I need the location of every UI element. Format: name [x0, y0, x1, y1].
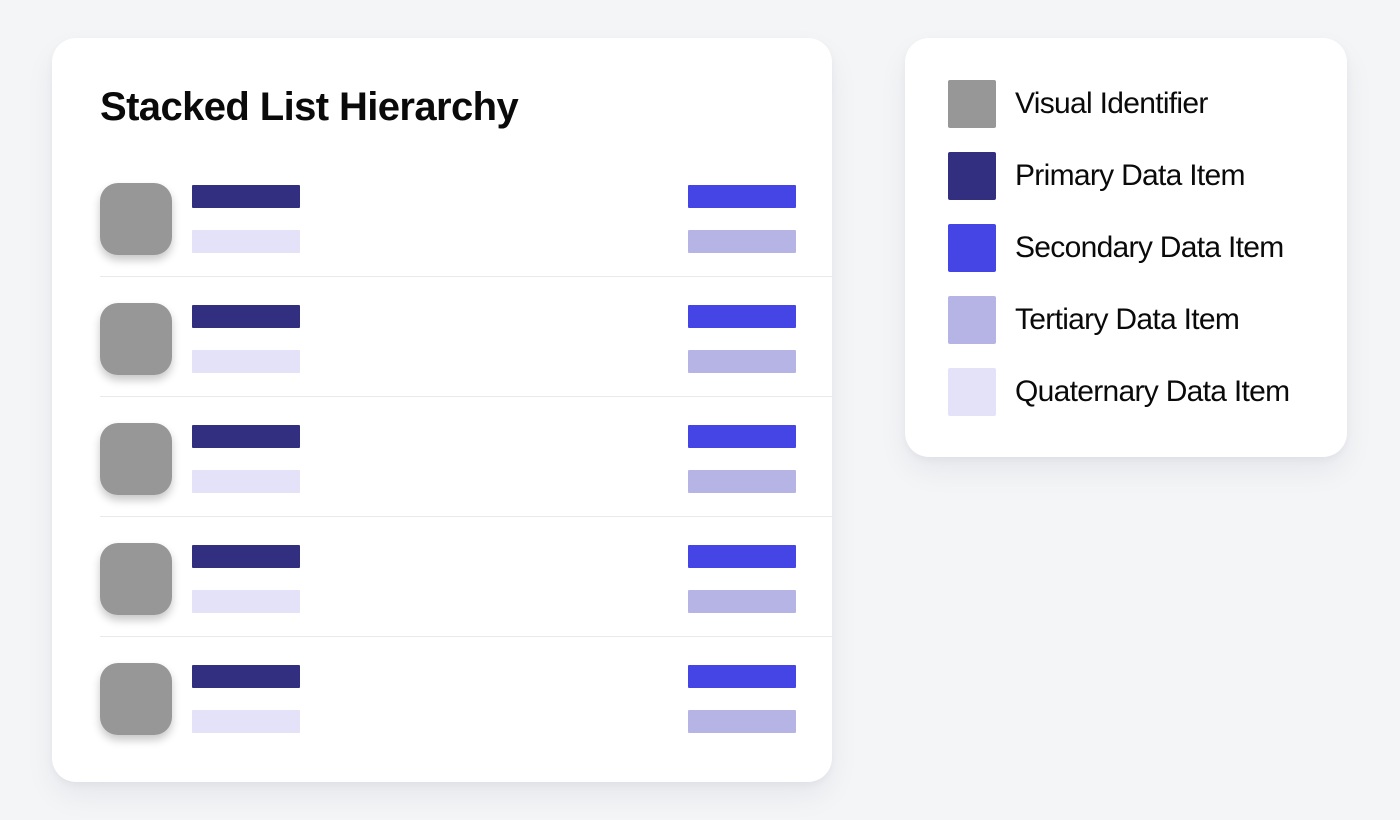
left-bar-group	[192, 425, 300, 493]
visual-identifier-placeholder	[100, 183, 172, 255]
secondary-data-bar	[688, 425, 796, 448]
right-bar-group	[688, 665, 796, 733]
legend-label: Visual Identifier	[1015, 87, 1208, 120]
legend-list: Visual Identifier Primary Data Item Seco…	[905, 38, 1347, 416]
list-row	[100, 277, 832, 397]
list-row	[100, 397, 832, 517]
list-row	[100, 517, 832, 637]
primary-data-bar	[192, 545, 300, 568]
quaternary-data-bar	[192, 230, 300, 253]
tertiary-data-bar	[688, 470, 796, 493]
right-bar-group	[688, 185, 796, 253]
stacked-list-card: Stacked List Hierarchy	[52, 38, 832, 782]
legend-label: Primary Data Item	[1015, 159, 1246, 192]
tertiary-data-bar	[688, 710, 796, 733]
list-card-title: Stacked List Hierarchy	[100, 85, 519, 129]
secondary-data-bar	[688, 305, 796, 328]
right-bar-group	[688, 305, 796, 373]
visual-identifier-placeholder	[100, 303, 172, 375]
legend-label: Quaternary Data Item	[1015, 375, 1290, 408]
stacked-list	[100, 183, 832, 735]
list-row	[100, 637, 832, 735]
left-bar-group	[192, 305, 300, 373]
legend-label: Secondary Data Item	[1015, 231, 1284, 264]
primary-data-bar	[192, 185, 300, 208]
quaternary-data-bar	[192, 710, 300, 733]
legend-item-visual-identifier: Visual Identifier	[948, 80, 1323, 128]
legend-item-tertiary: Tertiary Data Item	[948, 296, 1323, 344]
legend-item-primary: Primary Data Item	[948, 152, 1323, 200]
quaternary-data-bar	[192, 470, 300, 493]
legend-card: Visual Identifier Primary Data Item Seco…	[905, 38, 1347, 457]
tertiary-swatch	[948, 296, 996, 344]
visual-identifier-swatch	[948, 80, 996, 128]
list-row	[100, 183, 832, 277]
quaternary-swatch	[948, 368, 996, 416]
legend-item-quaternary: Quaternary Data Item	[948, 368, 1323, 416]
visual-identifier-placeholder	[100, 423, 172, 495]
quaternary-data-bar	[192, 590, 300, 613]
tertiary-data-bar	[688, 230, 796, 253]
primary-swatch	[948, 152, 996, 200]
primary-data-bar	[192, 665, 300, 688]
visual-identifier-placeholder	[100, 543, 172, 615]
secondary-data-bar	[688, 545, 796, 568]
tertiary-data-bar	[688, 350, 796, 373]
left-bar-group	[192, 665, 300, 733]
quaternary-data-bar	[192, 350, 300, 373]
secondary-swatch	[948, 224, 996, 272]
left-bar-group	[192, 545, 300, 613]
primary-data-bar	[192, 425, 300, 448]
legend-item-secondary: Secondary Data Item	[948, 224, 1323, 272]
secondary-data-bar	[688, 185, 796, 208]
primary-data-bar	[192, 305, 300, 328]
tertiary-data-bar	[688, 590, 796, 613]
right-bar-group	[688, 425, 796, 493]
left-bar-group	[192, 185, 300, 253]
secondary-data-bar	[688, 665, 796, 688]
legend-label: Tertiary Data Item	[1015, 303, 1240, 336]
visual-identifier-placeholder	[100, 663, 172, 735]
right-bar-group	[688, 545, 796, 613]
